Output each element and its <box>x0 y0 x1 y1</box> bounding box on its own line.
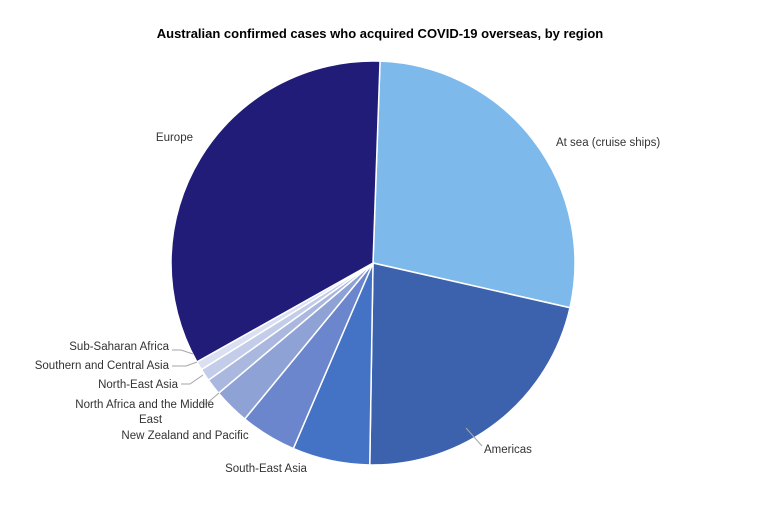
leader-line-north-east-asia <box>181 374 204 385</box>
slice-label-new-zealand-and-pacific: New Zealand and Pacific <box>121 430 248 442</box>
leader-line-sub-saharan-africa <box>172 349 194 355</box>
pie-slice-europe <box>170 60 381 363</box>
slice-labels: At sea (cruise ships) Americas South-East … <box>35 132 661 475</box>
leader-line-southern-and-central-asia <box>172 361 198 367</box>
leader-lines <box>172 349 483 447</box>
chart-title: Australian confirmed cases who acquired … <box>156 26 604 41</box>
slice-label-north-africa-and-the-middle-east: North Africa and the Middle East <box>75 399 214 426</box>
slice-label-at-sea-cruise-ships: At sea (cruise ships) <box>556 137 660 149</box>
leader-line-americas <box>465 427 483 447</box>
pie-slice-at-sea-cruise-ships <box>372 60 576 309</box>
slice-label-americas: Americas <box>484 444 532 456</box>
slice-label-europe: Europe <box>156 132 193 144</box>
leader-line-north-africa-and-the-middle-east <box>201 392 220 405</box>
slice-label-north-east-asia: North-East Asia <box>98 379 178 391</box>
pie-slices <box>170 60 576 466</box>
slice-label-sub-saharan-africa: Sub-Saharan Africa <box>69 341 169 353</box>
slice-label-south-east-asia: South-East Asia <box>225 463 307 475</box>
slice-label-southern-and-central-asia: Southern and Central Asia <box>35 360 170 372</box>
pie-slice-americas <box>368 262 571 466</box>
